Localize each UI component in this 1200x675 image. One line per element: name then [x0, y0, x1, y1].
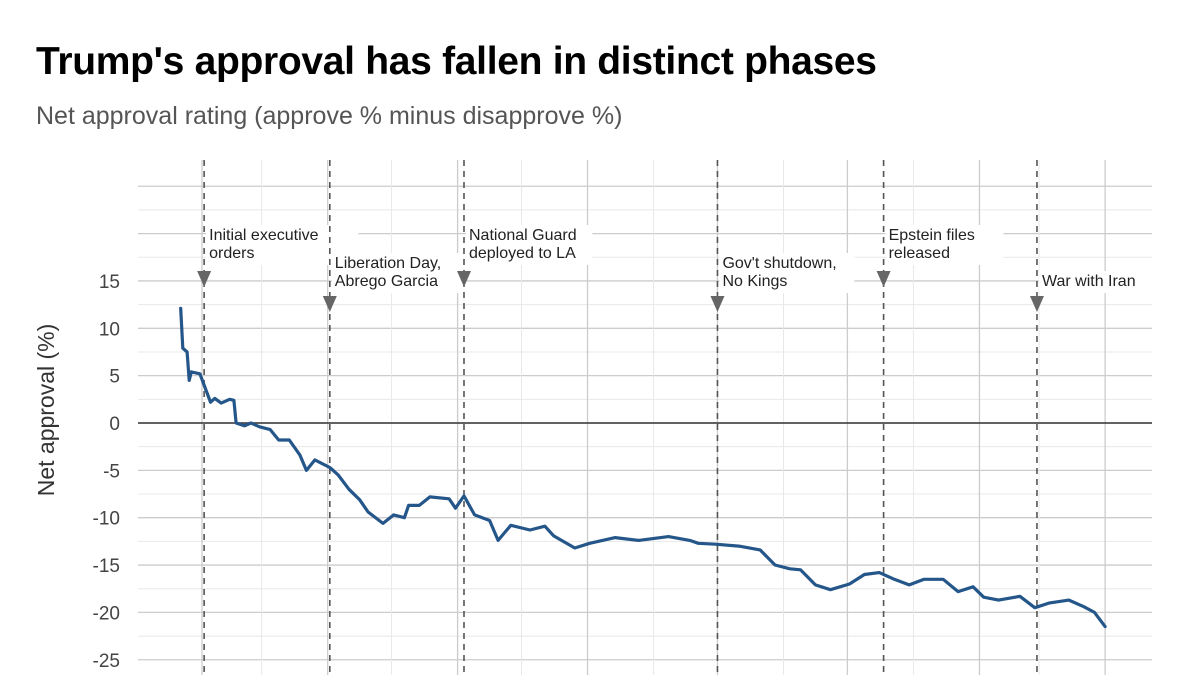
series-layer: [179, 306, 1107, 629]
event-label: orders: [209, 245, 254, 262]
event-label: deployed to LA: [469, 245, 576, 262]
event-arrow-icon: [456, 271, 471, 287]
event-label-background: [1038, 271, 1157, 293]
event-label: Gov't shutdown,: [722, 255, 836, 272]
y-tick-label: -5: [103, 461, 120, 482]
chart-title: Trump's approval has fallen in distinct …: [36, 40, 877, 83]
y-tick-label: 15: [99, 272, 120, 293]
event-label: National Guard: [469, 227, 577, 244]
event-label-background: [719, 253, 855, 293]
event-arrow-icon: [1029, 296, 1044, 312]
event-label: Initial executive: [209, 227, 318, 244]
event-label-background: [331, 253, 467, 293]
event-arrow-icon: [197, 271, 212, 287]
event-annotation: War with Iran: [1029, 160, 1157, 675]
y-tick-label: -25: [93, 651, 120, 672]
y-tick-label: -15: [93, 556, 120, 577]
event-annotation: Gov't shutdown,No Kings: [710, 160, 855, 675]
event-label: Epstein files: [889, 227, 975, 244]
chart-subtitle: Net approval rating (approve % minus dis…: [36, 102, 623, 130]
y-axis: -25 -20 -15 -10 -5 0 5 10 15: [93, 272, 120, 672]
event-label: Liberation Day,: [335, 255, 441, 272]
event-annotation: Liberation Day,Abrego Garcia: [322, 160, 467, 675]
event-label-background: [465, 225, 593, 265]
y-tick-label: -10: [93, 509, 120, 530]
y-tick-label: 5: [109, 367, 120, 388]
event-label: Abrego Garcia: [335, 273, 438, 290]
y-tick-label: -20: [93, 603, 120, 624]
event-label: No Kings: [722, 273, 787, 290]
event-arrow-icon: [710, 296, 725, 312]
event-arrow-icon: [876, 271, 891, 287]
y-tick-label: 10: [99, 319, 120, 340]
y-tick-label: 0: [109, 414, 120, 435]
y-axis-label: Net approval (%): [33, 324, 59, 497]
event-label: released: [889, 245, 950, 262]
net-approval-line: [179, 306, 1107, 629]
event-label: War with Iran: [1042, 273, 1136, 290]
event-label-background: [885, 225, 1004, 265]
event-arrow-icon: [322, 296, 337, 312]
gridlines: [138, 160, 1152, 675]
